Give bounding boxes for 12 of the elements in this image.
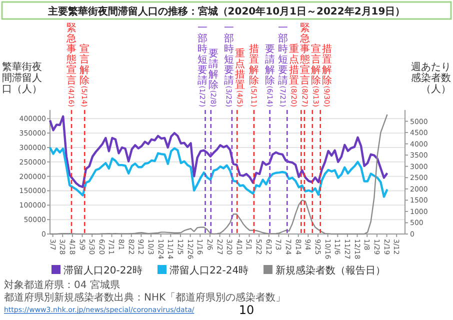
text: 対象都道府県：04 宮城県 [4, 279, 120, 291]
y-axis-title: 繁華街夜間滞留人口（人） [2, 61, 42, 95]
line-series [48, 146, 388, 198]
line-series [49, 114, 388, 235]
chart-title: 主要繁華街夜間滞留人口の推移：宮城（2020年10月1日～2022年2月19日） [46, 6, 406, 18]
legend-label: 新規感染者数（報告日） [276, 264, 386, 276]
legend-label: 滞留人口22-24時 [170, 264, 249, 276]
legend-label: 滞留人口20-22時 [64, 264, 143, 276]
text: 都道府県別新規感染者数出典：NHK「都道府県別の感染者数」 [4, 292, 286, 304]
y2-axis-title: 週あたり感染者数（人） [411, 62, 451, 95]
text: 10 [238, 303, 254, 317]
line-series [48, 115, 388, 188]
